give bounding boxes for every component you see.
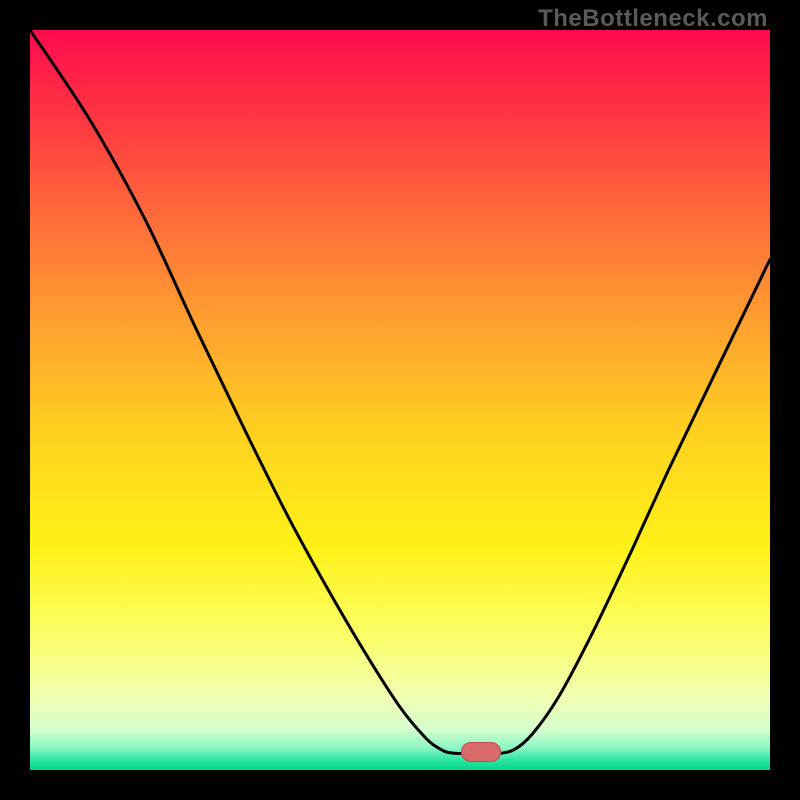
watermark-text: TheBottleneck.com <box>538 5 768 33</box>
plot-area <box>30 30 770 770</box>
optimal-marker <box>461 742 501 762</box>
chart-frame: TheBottleneck.com <box>0 0 800 800</box>
bottleneck-curve <box>30 30 770 770</box>
